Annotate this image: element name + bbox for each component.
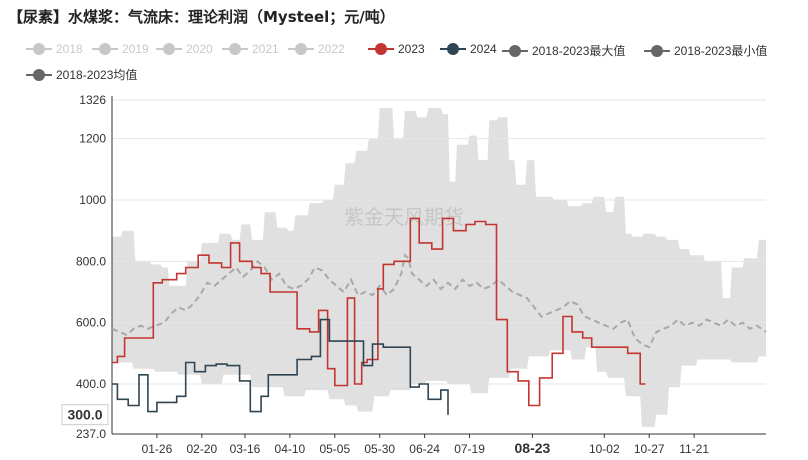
x-tick-label: 04-10	[275, 442, 306, 456]
x-tick-label: 05-30	[364, 442, 395, 456]
chart-title: 【尿素】水煤浆：气流床：理论利润（Mysteel；元/吨）	[8, 8, 395, 26]
y-tick-label: 1326	[79, 93, 106, 107]
legend-item-2021[interactable]: 2021	[222, 42, 279, 56]
legend-label: 2018-2023最大值	[532, 44, 626, 58]
watermark: 紫金天风期货	[344, 205, 464, 229]
y-tick-label: 600.0	[76, 316, 106, 330]
legend-symbol-icon	[26, 68, 52, 81]
y-tick-label: 400.0	[76, 377, 106, 391]
legend-label: 2018-2023均值	[56, 68, 138, 82]
y-pointer-label-bg	[61, 404, 109, 426]
legend-symbol-icon	[368, 43, 394, 55]
x-pointer-label: 08-23	[515, 440, 551, 456]
legend-symbol-icon	[644, 44, 670, 57]
legend-item-2018[interactable]: 2018	[26, 42, 83, 56]
x-tick-label: 05-05	[319, 442, 350, 456]
x-tick-label: 02-20	[186, 442, 217, 456]
legend-symbol-icon	[502, 44, 528, 57]
legend-item-2024[interactable]: 2024	[440, 42, 497, 56]
legend-label: 2021	[252, 42, 279, 56]
x-tick-label: 06-24	[409, 442, 440, 456]
series-max-min-band	[112, 108, 766, 427]
x-tick-label: 10-27	[634, 442, 665, 456]
legend-label: 2018	[56, 42, 83, 56]
x-tick-label: 03-16	[230, 442, 261, 456]
legend-symbol-icon	[222, 43, 248, 55]
y-pointer-label: 300.0	[67, 407, 102, 423]
legend-label: 2022	[318, 42, 345, 56]
y-tick-label: 800.0	[76, 254, 106, 268]
legend-item-2018-2023最小值[interactable]: 2018-2023最小值	[644, 42, 767, 59]
legend-symbol-icon	[26, 43, 52, 55]
legend-label: 2019	[122, 42, 149, 56]
legend-label: 2018-2023最小值	[674, 44, 768, 58]
x-pointer-label-bg	[508, 438, 557, 458]
x-tick-label: 07-19	[454, 442, 485, 456]
legend-item-2019[interactable]: 2019	[92, 42, 149, 56]
x-tick-label: 10-02	[589, 442, 620, 456]
y-tick-label: 237.0	[76, 427, 106, 441]
legend-label: 2020	[186, 42, 213, 56]
legend-item-2020[interactable]: 2020	[156, 42, 213, 56]
series-line-2024	[112, 318, 449, 415]
legend-symbol-icon	[92, 43, 118, 55]
legend-item-2018-2023均值[interactable]: 2018-2023均值	[26, 66, 137, 83]
legend-symbol-icon	[156, 43, 182, 55]
legend-symbol-icon	[288, 43, 314, 55]
legend-item-2018-2023最大值[interactable]: 2018-2023最大值	[502, 42, 625, 59]
x-tick-label: 01-26	[142, 442, 173, 456]
legend-label: 2023	[398, 42, 425, 56]
x-tick-label: 11-21	[679, 442, 709, 456]
series-line-average	[111, 253, 767, 349]
legend-item-2023[interactable]: 2023	[368, 42, 425, 56]
legend-label: 2024	[470, 42, 497, 56]
legend-symbol-icon	[440, 43, 466, 55]
y-tick-label: 1000	[79, 193, 106, 207]
legend-item-2022[interactable]: 2022	[288, 42, 345, 56]
y-tick-label: 1200	[79, 132, 106, 146]
